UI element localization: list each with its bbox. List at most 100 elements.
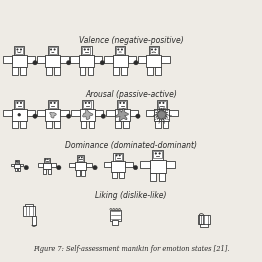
Circle shape <box>54 102 55 103</box>
Bar <box>112 172 117 178</box>
Polygon shape <box>155 108 168 121</box>
Bar <box>20 68 26 75</box>
Bar <box>75 162 86 171</box>
Bar <box>14 46 24 55</box>
Bar <box>49 101 57 107</box>
Polygon shape <box>50 112 56 118</box>
Circle shape <box>54 49 55 50</box>
Bar <box>45 158 49 162</box>
Bar <box>115 121 121 128</box>
Circle shape <box>163 102 164 103</box>
Bar <box>81 121 86 128</box>
Bar <box>15 47 23 54</box>
Circle shape <box>33 61 37 65</box>
Circle shape <box>93 165 97 170</box>
Bar <box>70 57 79 63</box>
Bar <box>163 121 168 128</box>
Bar <box>200 221 208 227</box>
Bar <box>12 109 27 121</box>
Bar <box>123 121 129 128</box>
Bar <box>113 153 123 161</box>
Bar <box>18 168 20 171</box>
Bar <box>46 121 52 128</box>
Bar <box>86 162 92 167</box>
Bar <box>166 161 175 168</box>
Bar <box>128 57 136 63</box>
Bar <box>81 46 92 55</box>
Circle shape <box>20 49 21 50</box>
Circle shape <box>119 155 120 156</box>
Circle shape <box>120 102 121 103</box>
Circle shape <box>116 155 117 156</box>
Circle shape <box>134 61 138 65</box>
Circle shape <box>133 165 138 170</box>
Bar <box>12 68 18 75</box>
Bar <box>147 68 153 75</box>
Bar <box>45 55 60 68</box>
Bar <box>51 163 56 167</box>
Bar <box>72 110 80 116</box>
Bar <box>15 160 19 163</box>
Bar <box>37 110 45 116</box>
Bar <box>11 164 14 166</box>
Bar <box>125 162 133 167</box>
Bar <box>112 220 118 225</box>
Bar <box>138 57 146 63</box>
Bar <box>77 155 84 162</box>
Bar <box>104 57 113 63</box>
Bar <box>153 151 162 159</box>
Circle shape <box>151 49 152 50</box>
Bar <box>12 55 27 68</box>
Bar <box>198 215 210 224</box>
Circle shape <box>18 113 20 116</box>
Bar <box>116 47 124 54</box>
Circle shape <box>51 102 52 103</box>
Bar <box>81 171 85 176</box>
Bar <box>114 109 130 121</box>
Bar <box>15 101 23 107</box>
Bar <box>156 100 167 109</box>
Circle shape <box>17 102 18 103</box>
Polygon shape <box>116 108 128 121</box>
Circle shape <box>17 49 18 50</box>
Bar <box>48 100 58 109</box>
Bar <box>150 173 156 181</box>
Bar <box>80 68 85 75</box>
Text: Arousal (passive-active): Arousal (passive-active) <box>85 90 177 99</box>
Circle shape <box>121 49 123 50</box>
Circle shape <box>81 157 82 158</box>
Bar <box>155 121 161 128</box>
Bar <box>27 57 35 63</box>
Bar <box>84 101 91 107</box>
Circle shape <box>100 61 105 65</box>
Bar <box>3 110 12 116</box>
Bar <box>15 168 17 171</box>
Circle shape <box>118 49 119 50</box>
Circle shape <box>123 102 124 103</box>
Bar <box>104 162 111 167</box>
Bar <box>45 109 60 121</box>
Polygon shape <box>83 109 93 119</box>
Bar <box>118 101 126 107</box>
Bar <box>54 121 60 128</box>
Bar <box>155 68 161 75</box>
Bar <box>27 110 35 116</box>
Bar <box>16 161 19 163</box>
Bar <box>83 47 90 54</box>
Bar <box>78 156 83 161</box>
Text: Valence (negative-positive): Valence (negative-positive) <box>79 36 183 46</box>
Bar <box>12 121 18 128</box>
Bar <box>60 57 69 63</box>
Text: Dominance (dominated-dominant): Dominance (dominated-dominant) <box>65 141 197 150</box>
Bar <box>76 171 80 176</box>
Text: Figure 7: Self-assessment manikin for emotion states [21].: Figure 7: Self-assessment manikin for em… <box>33 245 229 253</box>
Circle shape <box>20 102 21 103</box>
Bar <box>154 109 169 121</box>
Circle shape <box>47 159 48 160</box>
Bar <box>149 46 159 55</box>
Circle shape <box>67 114 71 118</box>
Bar <box>159 173 165 181</box>
Bar <box>106 110 114 116</box>
Bar <box>20 121 26 128</box>
Bar <box>89 121 94 128</box>
